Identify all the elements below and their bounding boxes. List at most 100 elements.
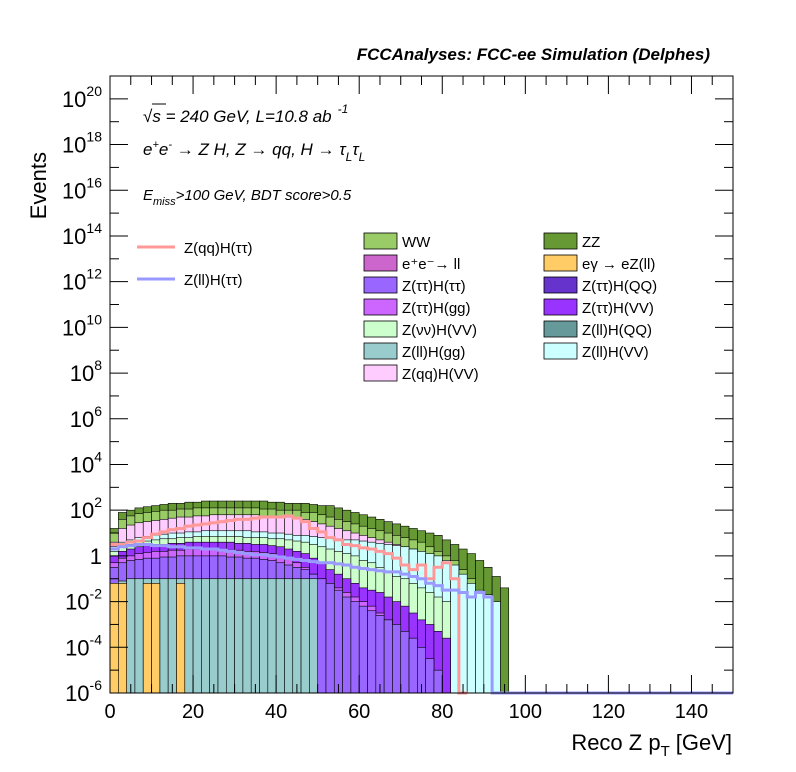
bar-z-ll-h-gg-15	[234, 578, 244, 694]
bar-z-h-30	[358, 605, 368, 694]
bar-z-ll-h-gg-10	[192, 578, 202, 694]
legend-label-z-h-gg: Z(ττ)H(gg)	[402, 300, 471, 317]
cut-e: E	[143, 187, 154, 204]
y-tick-label: 1020	[62, 83, 102, 112]
process-plus: +	[152, 139, 159, 151]
annotation-energy: √s = 240 GeV, L=10.8 ab -1	[143, 102, 348, 126]
svg-text:Emiss>100 GeV, BDT score>0.5: Emiss>100 GeV, BDT score>0.5	[143, 187, 352, 208]
annotation-process: e+e- → Z H, Z → qq, H → τLτL	[143, 139, 365, 164]
bar-z-ll-h-gg-2	[126, 578, 136, 694]
sqrt-s-symbol: √s	[143, 107, 161, 126]
bar-z-ll-h-gg-13	[217, 578, 227, 694]
legend-swatch-z-h	[363, 276, 398, 294]
y-axis-ticks: 10-6 10-4 10-2 1 102 104 106 108 1010 1012 1014 101…	[62, 75, 733, 706]
legend-swatch-e-ez-ll	[543, 254, 578, 272]
line-z-qq-h	[110, 514, 468, 695]
x-axis-ticks: 0 20 40 60 80 100 120 140	[104, 76, 734, 723]
y-tick-label: 106	[70, 403, 102, 432]
bar-z-ll-h-vv-44	[475, 589, 485, 694]
x-axis-label: Reco Z pT [GeV]	[571, 730, 732, 760]
x-tick-label: 120	[592, 701, 625, 723]
legend-swatch-e-e-ll	[363, 254, 398, 272]
bar-e-ez-ll-5	[151, 583, 161, 694]
legend-label-ww: WW	[402, 234, 431, 251]
legend-label-z-h-qq: Z(ττ)H(QQ)	[582, 278, 657, 295]
legend-label-z-h-vv: Z(νν)H(VV)	[402, 322, 477, 339]
legend-label-e-ez-ll: eγ → eZ(ll)	[582, 256, 655, 273]
bar-zz-47	[500, 587, 510, 694]
process-sub-l1: L	[346, 150, 353, 164]
bar-z-h-33	[383, 619, 393, 694]
bar-z-ll-h-gg-6	[159, 578, 169, 694]
bar-z-ll-h-gg-20	[275, 578, 285, 694]
y-tick-label: 102	[70, 494, 102, 523]
y-tick-label: 1014	[62, 220, 102, 249]
bar-z-ll-h-gg-16	[242, 578, 252, 694]
y-axis-label: Events	[26, 152, 51, 219]
svg-text:e+e- → Z H, Z → qq, H → τLτL: e+e- → Z H, Z → qq, H → τLτL	[143, 139, 365, 164]
y-tick-label: 1016	[62, 174, 102, 203]
bar-z-h-31	[367, 610, 377, 694]
cut-text: >100 GeV, BDT score>0.5	[176, 187, 352, 204]
legend-label-z-h: Z(ττ)H(ττ)	[402, 278, 466, 295]
lumi-exponent: -1	[338, 102, 349, 116]
bar-z-ll-h-gg-21	[284, 578, 294, 694]
y-tick-label: 10-2	[65, 586, 102, 615]
bar-z-ll-h-gg-22	[292, 578, 302, 694]
y-tick-label: 1010	[62, 311, 102, 340]
bar-e-ez-ll-1	[118, 583, 127, 694]
process-sub-l2: L	[359, 150, 366, 164]
y-tick-label: 104	[70, 448, 102, 477]
legend-label-z-qq-h: Z(qq)H(ττ)	[184, 240, 253, 257]
series-z-ll-h-gg	[109, 578, 318, 694]
bar-e-ez-ll-8	[176, 583, 186, 694]
bar-z-h-28	[342, 596, 352, 694]
bar-z-ll-h-gg-7	[167, 578, 177, 694]
x-tick-label: 60	[348, 701, 370, 723]
legend-swatch-z-qq-h-vv	[363, 364, 398, 382]
legend-swatch-z-ll-h-vv	[543, 342, 578, 360]
bar-z-h-26	[325, 583, 335, 694]
bar-z-ll-h-gg-18	[259, 578, 269, 694]
x-tick-label: 140	[675, 701, 708, 723]
bar-z-ll-h-vv-43	[466, 583, 476, 694]
bar-z-ll-h-gg-24	[309, 578, 318, 694]
bar-z-h-29	[350, 601, 360, 694]
chart-title: FCCAnalyses: FCC-ee Simulation (Delphes)	[357, 45, 711, 64]
bar-z-ll-h-gg-23	[300, 578, 310, 694]
legend-label-z-ll-h: Z(ll)H(ττ)	[184, 272, 243, 289]
legend-label-z-ll-h-qq: Z(ll)H(QQ)	[582, 322, 652, 339]
bar-e-ez-ll-4	[142, 583, 152, 694]
y-tick-label: 10-4	[65, 631, 102, 660]
legend-swatch-z-h-qq	[543, 276, 578, 294]
x-axis-label-unit: [GeV]	[676, 730, 732, 755]
legend-label-z-ll-h-gg: Z(ll)H(gg)	[402, 344, 465, 361]
legend-swatch-z-h-gg	[363, 298, 398, 316]
bar-z-h-vv-40	[441, 637, 451, 694]
x-axis-label-main: Reco Z p	[571, 730, 660, 755]
bar-z-ll-h-gg-14	[225, 578, 235, 694]
legend-label-zz: ZZ	[582, 234, 600, 251]
legend-backgrounds: WW ZZ e⁺e⁻→ ll eγ → eZ(ll) Z(ττ)H(ττ) Z(ττ)H(…	[363, 232, 657, 383]
process-tau-2: τ	[352, 140, 360, 159]
legend-swatch-zz	[543, 232, 578, 250]
annotation-cut: Emiss>100 GeV, BDT score>0.5	[143, 187, 352, 208]
legend-swatch-z-ll-h-qq	[543, 320, 578, 338]
legend-label-z-qq-h-vv: Z(qq)H(VV)	[402, 366, 479, 383]
bar-z-ll-h-gg-17	[250, 578, 260, 694]
x-tick-label: 0	[104, 701, 115, 723]
legend-label-z-h-vv: Z(ττ)H(VV)	[582, 300, 654, 317]
svg-text:Reco Z pT[GeV]: Reco Z pT [GeV]	[571, 730, 732, 760]
x-tick-label: 100	[509, 701, 542, 723]
bar-z-h-25	[317, 578, 327, 694]
legend-swatch-z-h-vv	[543, 298, 578, 316]
legend-swatch-z-ll-h-gg	[363, 342, 398, 360]
bar-z-h-39	[433, 669, 443, 694]
bar-e-ez-ll-0	[109, 583, 119, 694]
process-electron-1: e	[143, 140, 152, 159]
x-tick-label: 80	[431, 701, 453, 723]
y-tick-label: 108	[70, 357, 102, 386]
x-tick-label: 20	[182, 701, 204, 723]
legend-label-e-e-ll: e⁺e⁻→ ll	[402, 256, 460, 273]
